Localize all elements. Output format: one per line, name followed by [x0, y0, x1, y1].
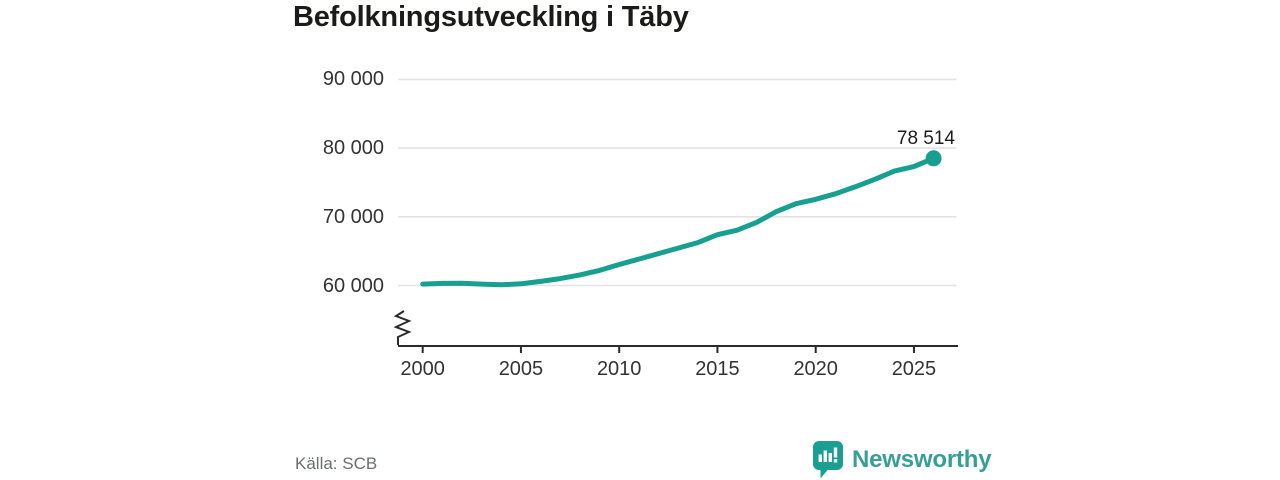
newsworthy-wordmark: Newsworthy — [852, 446, 992, 473]
bar-small — [818, 454, 822, 462]
population-series-line — [420, 155, 937, 288]
y-axis-tick-label: 70 000 — [322, 205, 384, 228]
bar-tall — [823, 450, 827, 462]
y-axis-tick-label: 60 000 — [322, 274, 384, 297]
y-axis-tick-label: 90 000 — [322, 68, 384, 91]
x-axis-tick-label: 2025 — [891, 358, 937, 380]
speech-bubble-shape — [813, 441, 843, 479]
end-value-label: 78 514 — [896, 128, 955, 149]
exclamation-stem — [833, 447, 838, 458]
exclamation-dot — [833, 459, 838, 463]
newsworthy-logo[interactable]: Newsworthy — [813, 441, 992, 479]
x-axis-tick-label: 2010 — [596, 358, 642, 380]
x-axis-tick-label: 2005 — [498, 358, 544, 380]
source-caption: Källa: SCB — [295, 454, 378, 473]
x-axis-tick-label: 2020 — [793, 358, 838, 380]
bar-medium — [828, 453, 832, 462]
series-end-point — [925, 150, 942, 167]
y-axis-tick-label: 80 000 — [322, 137, 384, 160]
x-axis-tick-label: 2000 — [400, 358, 445, 380]
newsworthy-chart-bubble-icon — [813, 441, 843, 479]
x-axis-tick-label: 2015 — [695, 358, 740, 380]
axis-break-icon — [393, 310, 412, 345]
chart-title: Befolkningsutveckling i Täby — [293, 1, 689, 33]
